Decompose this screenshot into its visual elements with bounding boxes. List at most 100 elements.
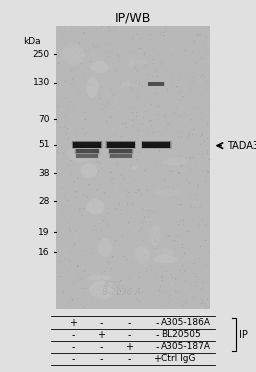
Point: [55, 147, 59, 153]
Point: [141, 286, 145, 292]
Point: [180, 118, 184, 124]
Point: [156, 257, 161, 263]
Point: [103, 141, 107, 147]
Point: [73, 65, 77, 71]
Point: [207, 106, 211, 112]
Point: [94, 291, 98, 297]
Point: [67, 153, 71, 159]
Ellipse shape: [81, 163, 97, 178]
Point: [60, 271, 65, 277]
Point: [170, 72, 174, 78]
Point: [57, 103, 61, 109]
Point: [146, 211, 151, 217]
Point: [159, 273, 163, 279]
Point: [74, 287, 78, 293]
Point: [118, 26, 122, 32]
Point: [179, 162, 184, 168]
Point: [182, 248, 186, 254]
Point: [117, 58, 121, 64]
Point: [71, 244, 75, 250]
Point: [157, 103, 161, 109]
Point: [140, 225, 144, 231]
Point: [67, 287, 71, 293]
Point: [203, 69, 207, 75]
Bar: [109, 154, 132, 158]
Point: [86, 119, 90, 125]
Point: [118, 149, 122, 155]
Point: [130, 249, 134, 255]
Point: [121, 171, 125, 177]
Point: [112, 126, 116, 132]
Point: [200, 134, 204, 140]
Point: [155, 73, 159, 79]
Point: [168, 292, 172, 298]
Point: [149, 121, 153, 127]
Point: [150, 164, 154, 170]
Point: [179, 202, 183, 208]
Point: [171, 133, 175, 139]
Point: [81, 52, 85, 58]
Point: [188, 283, 193, 289]
Point: [79, 53, 83, 59]
Point: [188, 166, 193, 172]
Point: [103, 103, 108, 109]
Point: [69, 119, 73, 125]
Point: [185, 60, 189, 66]
Point: [75, 61, 79, 67]
Point: [194, 67, 198, 73]
Point: [140, 269, 144, 275]
Point: [80, 241, 84, 247]
Point: [63, 256, 67, 262]
Point: [187, 134, 191, 140]
Bar: [75, 149, 99, 154]
Point: [68, 222, 72, 228]
Point: [140, 175, 144, 181]
Point: [103, 59, 107, 65]
Point: [93, 175, 97, 181]
Point: [171, 219, 175, 225]
Point: [178, 236, 182, 242]
Point: [104, 295, 108, 301]
Point: [123, 116, 127, 122]
Point: [55, 140, 59, 146]
Point: [68, 225, 72, 231]
Point: [151, 127, 155, 133]
Point: [137, 81, 141, 87]
Point: [138, 109, 142, 115]
Point: [174, 296, 178, 302]
Point: [130, 86, 134, 92]
Point: [67, 122, 71, 128]
Text: 28: 28: [39, 197, 50, 206]
Point: [191, 78, 195, 84]
Point: [145, 179, 149, 185]
Point: [81, 31, 86, 37]
Point: [188, 124, 192, 130]
Point: [180, 64, 184, 70]
Point: [71, 107, 75, 113]
Point: [189, 233, 193, 239]
Point: [200, 100, 204, 106]
Point: [173, 100, 177, 106]
Point: [108, 263, 112, 269]
Point: [114, 160, 118, 166]
Point: [112, 65, 116, 71]
Point: [78, 168, 82, 174]
Point: [165, 126, 169, 132]
Point: [59, 168, 63, 174]
Point: [83, 25, 87, 31]
Point: [175, 84, 179, 90]
Point: [199, 32, 203, 38]
Text: B-2036 A-: B-2036 A-: [102, 288, 144, 296]
Point: [66, 126, 70, 132]
Point: [182, 218, 186, 224]
Point: [197, 260, 201, 266]
Point: [78, 88, 82, 94]
Point: [70, 49, 74, 55]
Text: +: +: [69, 318, 77, 328]
Point: [192, 97, 196, 103]
Point: [192, 159, 196, 165]
Point: [202, 39, 206, 45]
Point: [71, 296, 75, 302]
Point: [142, 214, 146, 220]
Text: -: -: [99, 342, 103, 352]
